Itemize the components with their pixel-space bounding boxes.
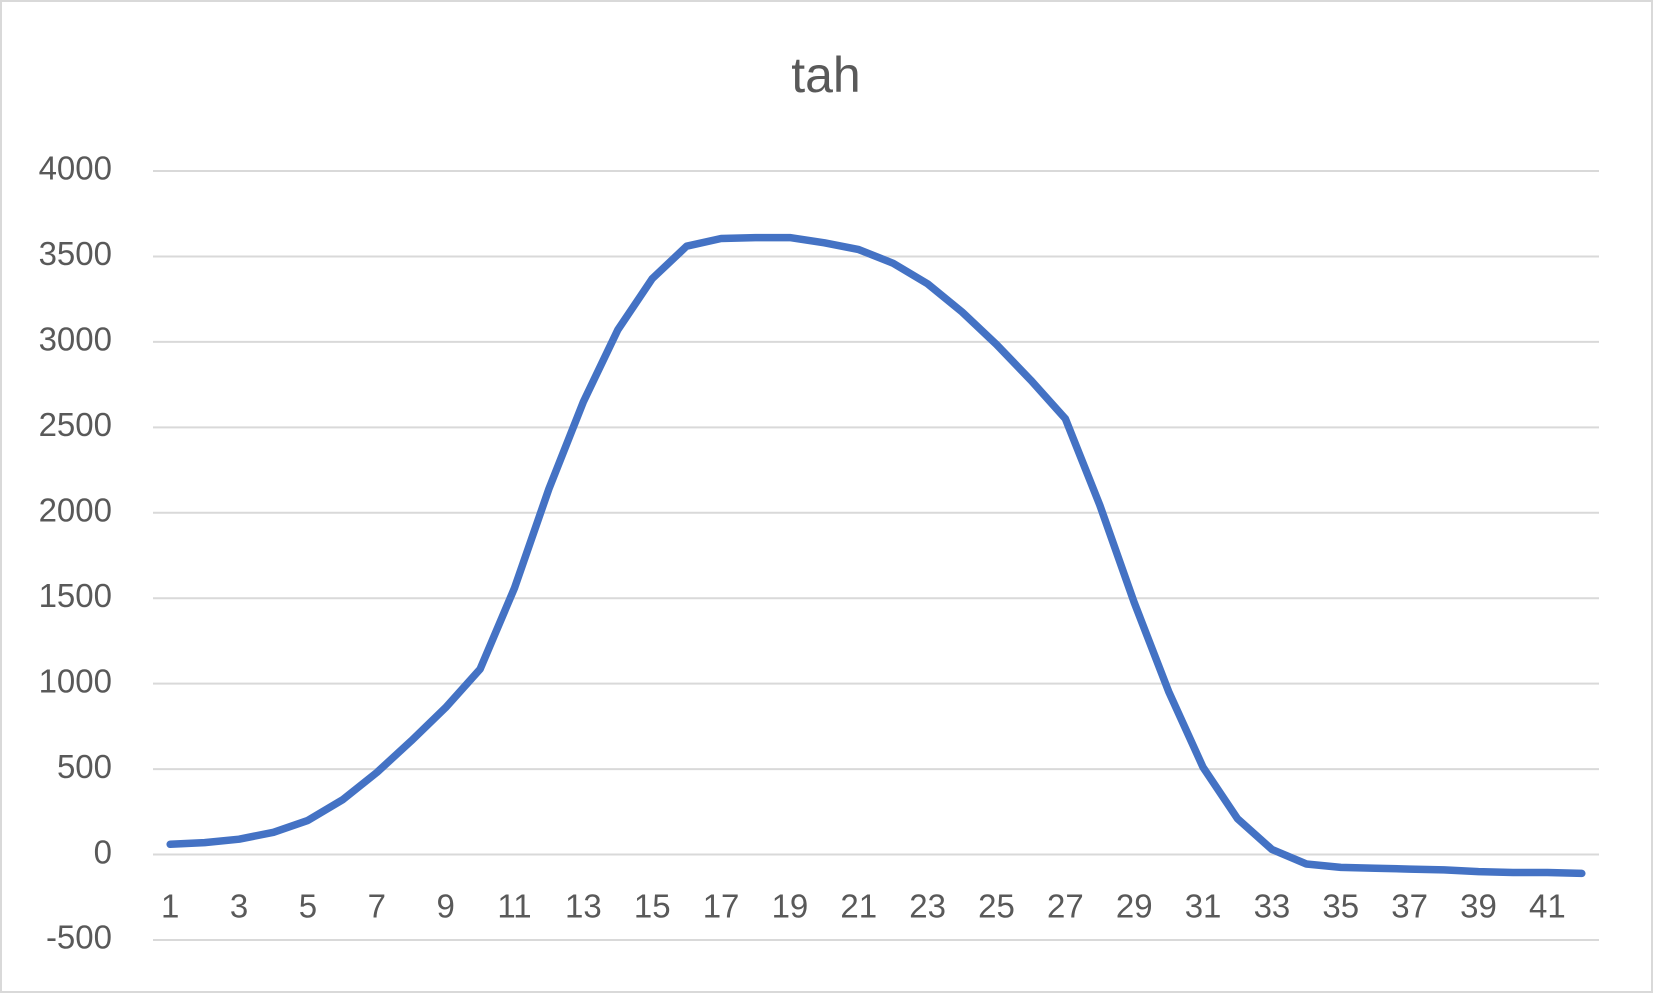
y-tick-label: 4000 [39, 150, 112, 187]
x-tick-label: 11 [497, 887, 531, 924]
y-tick-label: 3000 [39, 321, 112, 358]
x-tick-label: 7 [368, 887, 386, 924]
x-tick-label: 41 [1529, 887, 1566, 924]
y-tick-label: 2000 [39, 491, 112, 528]
y-tick-label: 0 [94, 833, 112, 870]
x-tick-label: 5 [299, 887, 317, 924]
y-tick-label: 1000 [39, 662, 112, 699]
x-tick-label: 31 [1185, 887, 1222, 924]
x-tick-label: 19 [772, 887, 809, 924]
data-line [166, 233, 1586, 878]
x-tick-label: 39 [1460, 887, 1497, 924]
x-tick-label: 23 [909, 887, 946, 924]
x-tick-label: 37 [1391, 887, 1428, 924]
x-tick-label: 29 [1116, 887, 1153, 924]
x-tick-label: 3 [230, 887, 248, 924]
y-tick-label: -500 [46, 919, 112, 956]
x-tick-label: 17 [703, 887, 740, 924]
x-tick-label: 15 [634, 887, 671, 924]
x-tick-label: 1 [161, 887, 179, 924]
x-tick-label: 25 [978, 887, 1015, 924]
x-tick-label: 21 [840, 887, 877, 924]
y-tick-label: 1500 [39, 577, 112, 614]
x-tick-label: 9 [436, 887, 454, 924]
y-tick-label: 500 [57, 748, 112, 785]
x-tick-label: 27 [1047, 887, 1084, 924]
x-tick-label: 35 [1322, 887, 1359, 924]
x-tick-label: 13 [565, 887, 602, 924]
y-tick-label: 3500 [39, 235, 112, 272]
y-tick-label: 2500 [39, 406, 112, 443]
x-tick-label: 33 [1254, 887, 1291, 924]
chart-title: tah [791, 47, 861, 103]
